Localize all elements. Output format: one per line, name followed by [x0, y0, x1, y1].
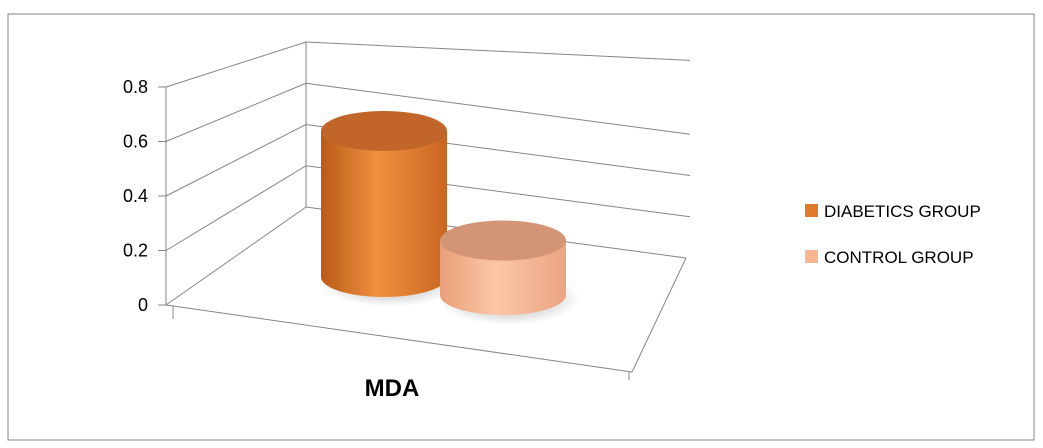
legend-label-diabetics: DIABETICS GROUP: [824, 202, 981, 221]
gridline-side: [165, 124, 307, 197]
y-tick-label: 0: [138, 295, 148, 315]
legend-label-control: CONTROL GROUP: [824, 248, 974, 267]
gridline-back: [305, 41, 691, 61]
floor-left-edge: [165, 206, 307, 306]
gridline-back: [305, 82, 691, 135]
bar-body: [321, 130, 447, 297]
gridline-side: [165, 41, 307, 88]
gridline-side: [165, 82, 307, 142]
y-tick-label: 0.6: [123, 132, 148, 152]
y-axis-ticks: 0 0.2 0.4 0.6 0.8: [123, 77, 166, 315]
category-label-mda: MDA: [365, 375, 420, 402]
floor-right-edge: [631, 257, 687, 373]
legend-swatch-control: [805, 250, 818, 263]
legend-swatch-diabetics: [805, 204, 818, 217]
bar-control-group: [438, 220, 580, 325]
bar-top: [321, 110, 447, 151]
bar-diabetics-group: [319, 110, 461, 307]
bars: [319, 110, 580, 325]
gridline-side: [165, 165, 307, 251]
chart-border: [7, 13, 1035, 441]
floor-front-edge: [165, 304, 633, 373]
bar-top: [440, 220, 566, 261]
y-tick-label: 0.2: [123, 241, 148, 261]
bar-body: [440, 240, 566, 315]
y-tick-label: 0.4: [123, 186, 148, 206]
legend: DIABETICS GROUP CONTROL GROUP: [805, 202, 981, 267]
y-tick-label: 0.8: [123, 77, 148, 97]
